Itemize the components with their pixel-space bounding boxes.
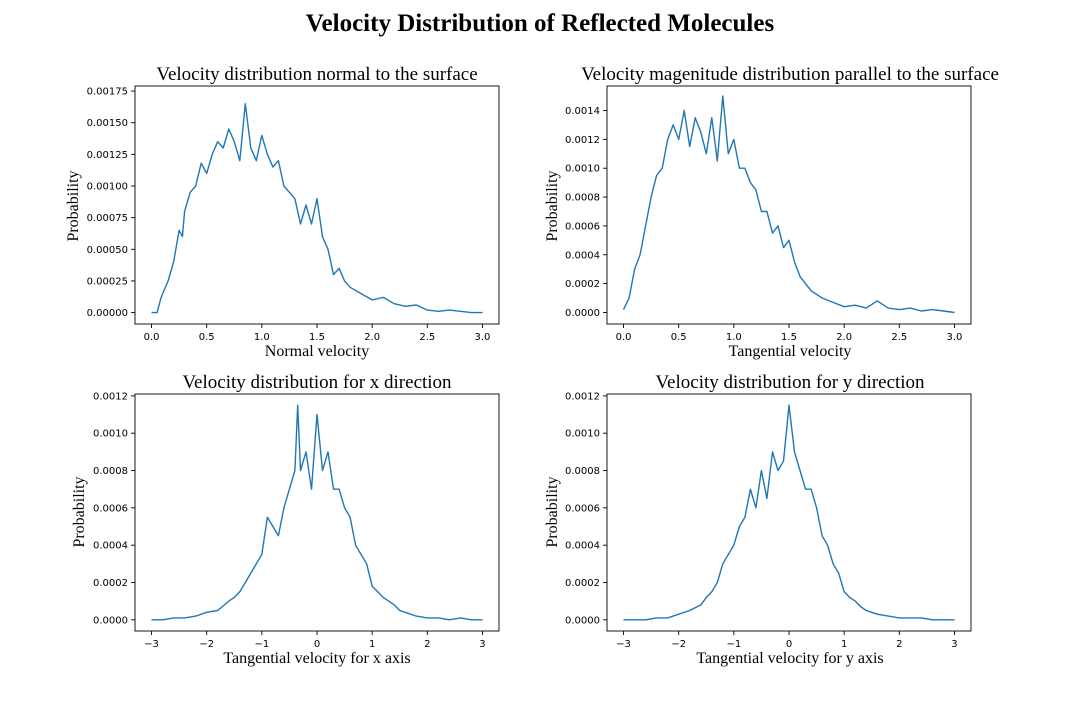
subplot-title: Velocity distribution for x direction [182, 372, 452, 393]
y-tick-label: 0.0000 [93, 615, 128, 626]
x-tick-label: 0.5 [671, 332, 687, 343]
x-tick-label: −2 [671, 639, 686, 650]
x-tick-label: 2.5 [891, 332, 907, 343]
x-tick-label: −1 [254, 639, 269, 650]
y-tick-label: 0.00125 [87, 150, 128, 161]
y-tick-label: 0.0002 [565, 578, 600, 589]
y-axis-label: Probability [544, 170, 561, 241]
y-tick-label: 0.00100 [87, 182, 128, 193]
figure-title: Velocity Distribution of Reflected Molec… [306, 10, 775, 37]
subplot-title: Velocity distribution for y direction [655, 372, 925, 393]
y-tick-label: 0.0006 [93, 503, 128, 514]
series-line [622, 95, 955, 314]
subplot-y-direction: Velocity distribution for y direction Ta… [544, 372, 972, 667]
y-tick-label: 0.0014 [565, 106, 600, 117]
y-tick-label: 0.00150 [87, 118, 128, 129]
y-tick-label: 0.00000 [87, 308, 128, 319]
x-tick-label: −3 [144, 639, 159, 650]
y-tick-label: 0.0004 [93, 541, 128, 552]
y-tick-label: 0.0004 [565, 541, 600, 552]
subplot-tangential-magnitude: Velocity magenitude distribution paralle… [544, 64, 999, 360]
y-tick-label: 0.0012 [565, 391, 600, 402]
y-tick-label: 0.0010 [565, 164, 600, 175]
y-tick-label: 0.00075 [87, 213, 128, 224]
x-tick-label: −2 [199, 639, 214, 650]
x-tick-label: 3.0 [475, 332, 491, 343]
series-line [623, 404, 955, 621]
series-line [151, 404, 483, 621]
x-axis-label: Tangential velocity for x axis [223, 650, 410, 667]
x-tick-label: −1 [726, 639, 741, 650]
subplot-x-direction: Velocity distribution for x direction Ta… [71, 372, 500, 667]
y-axis-label: Probability [544, 476, 561, 547]
x-tick-label: 0.0 [144, 332, 160, 343]
x-tick-label: 1.0 [726, 332, 742, 343]
x-tick-label: 2.0 [364, 332, 380, 343]
x-tick-label: 2 [896, 639, 902, 650]
y-tick-label: 0.00050 [87, 245, 128, 256]
x-axis-label: Tangential velocity [729, 343, 852, 360]
subplot-normal-velocity: Velocity distribution normal to the surf… [65, 64, 500, 360]
x-tick-label: 0 [314, 639, 320, 650]
y-axis-label: Probability [71, 476, 88, 547]
y-tick-label: 0.0008 [93, 466, 128, 477]
y-tick-label: 0.0002 [93, 578, 128, 589]
x-tick-label: 0.5 [199, 332, 215, 343]
y-tick-label: 0.0002 [565, 279, 600, 290]
y-tick-label: 0.00025 [87, 276, 128, 287]
series-line [151, 102, 483, 314]
y-tick-label: 0.0010 [565, 429, 600, 440]
x-axis-label: Normal velocity [265, 343, 369, 360]
y-tick-label: 0.0008 [565, 193, 600, 204]
x-axis-label: Tangential velocity for y axis [696, 650, 883, 667]
y-tick-label: 0.0004 [565, 250, 600, 261]
y-tick-label: 0.0010 [93, 429, 128, 440]
x-tick-label: 2 [424, 639, 430, 650]
x-tick-label: 1.0 [254, 332, 270, 343]
y-tick-label: 0.0012 [93, 391, 128, 402]
x-tick-label: 3 [479, 639, 485, 650]
subplot-title: Velocity distribution normal to the surf… [156, 64, 477, 85]
y-tick-label: 0.0006 [565, 221, 600, 232]
y-tick-label: 0.0006 [565, 503, 600, 514]
y-tick-label: 0.00175 [87, 87, 128, 98]
x-tick-label: 0.0 [616, 332, 632, 343]
x-tick-label: 3 [951, 639, 957, 650]
x-tick-label: −3 [616, 639, 631, 650]
x-tick-label: 1.5 [309, 332, 325, 343]
x-tick-label: 0 [786, 639, 792, 650]
x-tick-label: 1 [369, 639, 375, 650]
x-tick-label: 1.5 [781, 332, 797, 343]
subplot-title: Velocity magenitude distribution paralle… [581, 64, 999, 85]
y-tick-label: 0.0000 [565, 308, 600, 319]
y-tick-label: 0.0012 [565, 135, 600, 146]
y-axis-label: Probability [65, 170, 82, 241]
x-tick-label: 3.0 [947, 332, 963, 343]
x-tick-label: 2.0 [836, 332, 852, 343]
y-tick-label: 0.0008 [565, 466, 600, 477]
y-tick-label: 0.0000 [565, 615, 600, 626]
x-tick-label: 2.5 [419, 332, 435, 343]
x-tick-label: 1 [841, 639, 847, 650]
